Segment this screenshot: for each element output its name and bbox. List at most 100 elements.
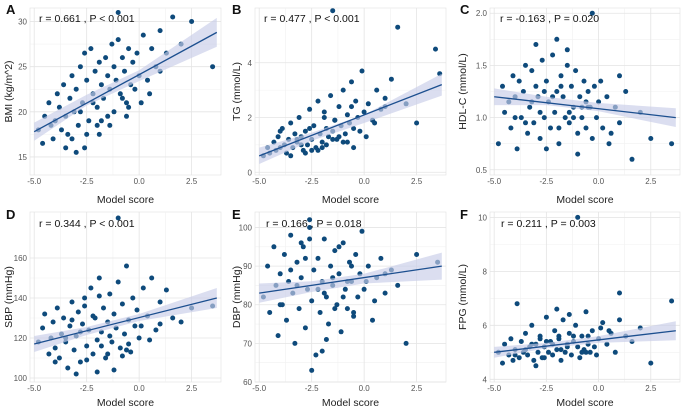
panel-d-data-point [69,317,75,323]
panel-e-data-point [309,298,315,304]
panel-f-data-point [577,355,583,361]
panel-e-data-point [321,290,327,296]
panel-a-data-point [119,95,125,101]
panel-e-x-tick-label: -5.0 [252,384,266,393]
panel-d-data-point [52,345,58,351]
panel-b-data-point [365,101,371,107]
panel-b-data-point [328,93,334,99]
panel-b-regression-line [258,84,443,157]
panel-b-data-point [349,79,354,85]
panel-a-data-point [84,131,90,137]
panel-f-data-point [514,301,520,307]
panel-b-confidence-band [259,73,442,164]
panel-c-data-point [568,83,574,89]
panel-d-data-point [71,347,77,353]
panel-b-data-point [344,139,350,145]
panel-c-data-point [562,115,568,121]
panel-e-y-tick-label: 100 [239,223,253,232]
panel-b-x-tick-label: 0.0 [359,177,371,186]
panel-e-data-point [351,310,357,315]
panel-e-y-axis-title: DBP (mmHg) [231,266,243,328]
panel-d: -5.0 -2.5 0.0 2.5 100 120 140 160 D r = 0.344 ,… [3,207,222,409]
panel-f-data-point [606,328,612,334]
panel-b-data-point [275,134,281,140]
panel-c-data-point [514,146,520,152]
panel-c-x-tick-label: 0.0 [593,177,605,186]
panel-a-data-point [65,131,71,137]
panel-e-data-point [336,271,342,277]
panel-b-x-tick-label: 2.5 [411,177,423,186]
panel-c-data-point [558,83,564,89]
panel-c-data-point [575,130,581,136]
panel-a-plot-area: -5.0 -2.5 0.0 2.5 15 20 25 30 [18,7,222,186]
panel-e-data-point [355,294,361,300]
panel-f-x-axis-title: Model score [556,397,613,409]
panel-d-data-point [157,321,163,327]
panel-c: -5.0 -2.5 0.0 2.5 0.5 1.0 1.5 2.0 C r = -0.163 … [457,2,681,206]
panel-d-data-point [178,319,184,325]
panel-c-data-point [581,78,587,84]
panel-c-regression-line [494,96,676,119]
panel-e-data-point [265,263,271,269]
panel-a-data-point [94,104,100,110]
panel-a-data-point [115,10,121,15]
panel-c-data-point [508,125,514,131]
panel-c-data-point [629,156,635,162]
panel-b-data-point [351,145,357,151]
panel-a-y-axis-title: BMI (kg/m^2) [3,60,15,122]
panel-d-data-point [119,301,125,307]
panel-a-data-point [96,59,102,65]
panel-c-x-tick-label: -5.0 [487,177,501,186]
panel-c-data-point [623,89,629,94]
panel-f-data-point [508,336,514,342]
panel-d-y-tick-label: 160 [14,254,28,263]
panel-d-data-point [65,365,71,371]
panel-b-data-point [323,142,329,148]
panel-b-data-point [315,147,321,153]
panel-b-data-point [288,120,294,126]
panel-f-data-point [589,328,595,334]
panel-f-data-point [535,349,541,355]
panel-e-data-point [307,236,313,242]
panel-f-data-point [552,328,558,334]
panel-c-data-point [552,109,558,115]
panel-b-stat-text: r = 0.477 , P < 0.001 [264,13,360,25]
panel-d-x-tick-label: -2.5 [80,384,94,393]
panel-a-data-point [50,136,56,142]
panel-b-data-point [372,120,378,126]
panel-a-y-tick-label: 25 [18,63,27,72]
panel-b-data-point [351,126,357,131]
panel-f-regression-line [494,330,676,353]
panel-f-data-point [575,214,581,220]
panel-a-data-point [82,50,88,56]
panel-c-data-point [548,125,553,131]
panel-f-data-point [594,352,599,358]
panel-e-data-point [302,325,308,331]
panel-b-y-tick-label: 0 [248,168,253,177]
panel-a-data-point [84,77,90,83]
panel-a-data-point [157,28,163,34]
panel-a-data-point [117,91,123,97]
panel-e-data-point [403,340,409,346]
panel-d-data-point [82,303,88,309]
panel-a-data-point [130,59,136,65]
panel-c-data-point [564,62,570,68]
panel-b-data-point [309,147,315,153]
panel-d-data-point [140,285,146,291]
panel-d-data-point [138,323,144,329]
panel-b-data-point [296,115,302,120]
panel-f-data-point [575,344,581,350]
panel-c-data-point [669,141,675,147]
panel-c-data-point [525,130,531,136]
panel-a-data-point [94,122,100,128]
panel-b-data-point [330,136,336,142]
panel-b-data-point [349,104,354,110]
panel-f-data-point [543,314,549,320]
panel-d-data-point [50,319,56,325]
panel-e-data-point [361,286,367,292]
panel-a-data-point [119,55,125,61]
panel-b-data-point [330,8,336,14]
panel-a-background [29,7,222,176]
panel-c-data-point [533,83,539,89]
